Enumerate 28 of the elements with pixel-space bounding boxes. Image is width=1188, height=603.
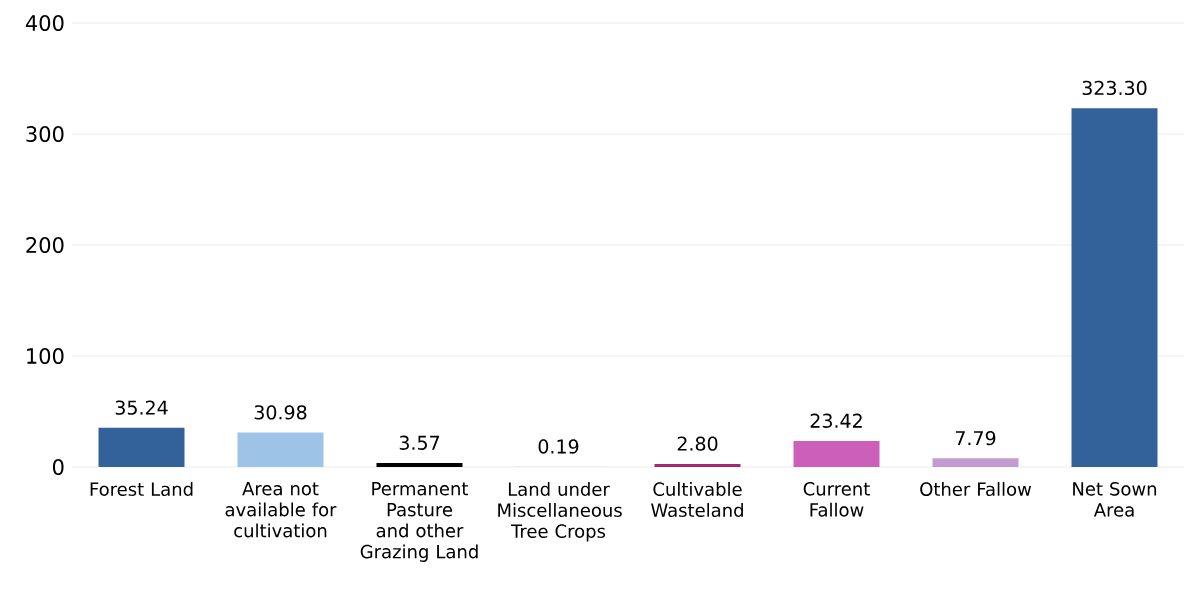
x-tick-label: Net Sown Area [1073, 482, 1157, 517]
data-label: 0.19 [538, 439, 579, 454]
y-tick-label: 100 [27, 348, 64, 364]
bar [376, 463, 463, 467]
data-label: 2.80 [677, 436, 718, 451]
data-label: 35.24 [115, 400, 168, 415]
bar [654, 463, 741, 467]
data-label: 3.57 [399, 435, 440, 450]
bar [237, 432, 324, 467]
data-label: 323.30 [1082, 80, 1147, 96]
x-tick-label: Permanent Pasture and other Grazing Land [360, 482, 478, 562]
y-tick-label: 200 [26, 237, 64, 253]
data-label: 7.79 [955, 430, 996, 446]
bar [932, 458, 1019, 467]
x-tick-label: Land under Miscellaneous Tree Crops [498, 482, 622, 542]
y-tick-label: 0 [52, 459, 64, 475]
x-tick-label: Area not available for cultivation [225, 482, 337, 538]
data-label: 23.42 [810, 413, 862, 428]
y-tick-label: 300 [26, 126, 64, 142]
bar [98, 427, 185, 467]
x-tick-label: Cultivable Wasteland [651, 482, 743, 517]
data-label: 30.98 [254, 405, 307, 420]
y-tick-label: 400 [25, 15, 64, 31]
x-tick-label: Forest Land [90, 482, 193, 496]
bar [1071, 108, 1158, 467]
bar [793, 440, 880, 467]
x-tick-label: Current Fallow [803, 482, 870, 517]
x-tick-label: Other Fallow [920, 482, 1032, 496]
